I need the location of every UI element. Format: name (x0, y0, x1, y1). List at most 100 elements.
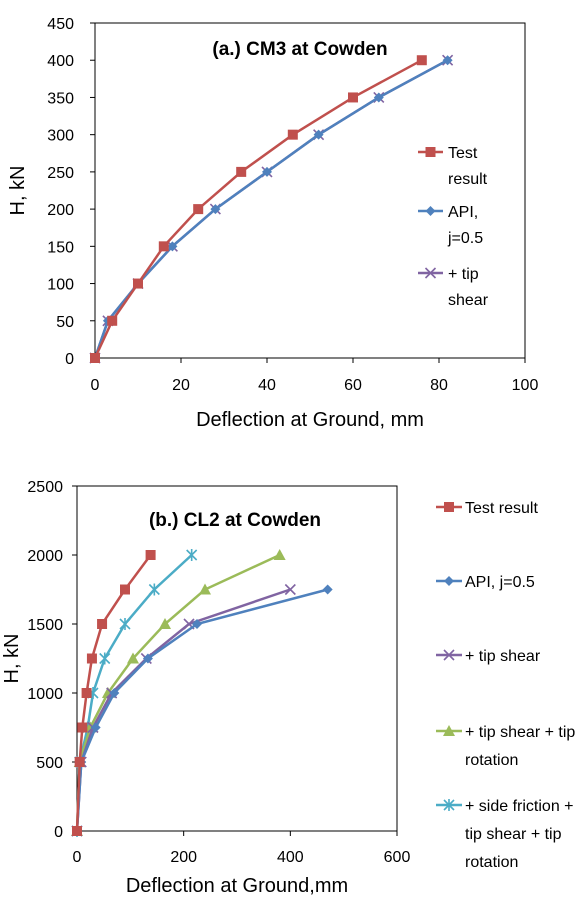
y-tick-label: 0 (65, 351, 74, 368)
series-line-3 (75, 553, 281, 832)
data-point (287, 129, 298, 140)
data-point (373, 92, 384, 103)
x-tick-label: 100 (512, 377, 539, 394)
legend-item: + tip shear (436, 648, 541, 665)
legend-marker (443, 799, 455, 811)
legend-label: j=0.5 (447, 230, 483, 247)
data-point (158, 241, 169, 252)
chart-panel-b: 0 500 1000 1500 2000 2500 0 200 400 600 Deflection… (1, 479, 575, 897)
y-tick-label: 0 (54, 824, 63, 841)
legend-item: Test result (418, 145, 488, 188)
legend-label: shear (448, 292, 489, 309)
chart-title: (b.) CL2 at Cowden (149, 510, 321, 531)
data-point (273, 549, 286, 560)
legend-label: rotation (465, 854, 518, 871)
legend-label: tip shear + tip (465, 826, 562, 843)
y-axis-title: H, kN (7, 166, 29, 216)
data-point (127, 652, 139, 664)
legend: Test result API, j=0.5 + tip shear + tip sh… (436, 500, 575, 871)
data-point (192, 619, 202, 629)
legend-label: + tip shear (465, 648, 541, 665)
legend-label: API, (448, 204, 478, 221)
x-tick-label: 40 (258, 377, 276, 394)
y-tick-label: 150 (47, 239, 74, 256)
plot-area (76, 485, 398, 832)
data-point (416, 55, 427, 66)
legend-label: result (448, 171, 488, 188)
legend-item: Test result (436, 500, 538, 517)
legend-label: + tip (448, 266, 479, 283)
x-tick-label: 20 (172, 377, 190, 394)
chart-panel-a: 0 50 100 150 200 250 300 350 400 450 0 20 40 60 80 100 D… (7, 16, 538, 431)
legend-item: + side friction + tip shear + tip rotation (436, 798, 574, 871)
chart-title: (a.) CM3 at Cowden (212, 39, 387, 60)
y-tick-label: 100 (47, 277, 74, 294)
x-tick-label: 200 (170, 849, 197, 866)
y-tick-label: 400 (47, 53, 74, 70)
data-point (119, 618, 131, 630)
x-tick-label: 600 (384, 849, 411, 866)
data-point (284, 583, 296, 596)
data-point (442, 55, 453, 66)
data-point (348, 92, 358, 103)
legend-marker (443, 649, 455, 661)
x-axis-title: Deflection at Ground, mm (196, 409, 424, 431)
data-point (107, 315, 118, 326)
y-tick-label: 250 (47, 165, 74, 182)
legend-marker (444, 576, 454, 586)
data-point (86, 653, 97, 664)
y-tick-label: 200 (47, 202, 74, 219)
data-point (199, 583, 211, 595)
data-point (262, 166, 272, 177)
y-axis-title: H, kN (1, 634, 23, 684)
x-tick-label: 0 (73, 849, 82, 866)
legend-label: rotation (465, 752, 518, 769)
x-tick-label: 0 (91, 377, 100, 394)
data-point (77, 722, 88, 733)
x-tick-label: 60 (344, 377, 362, 394)
legend-marker (444, 502, 454, 512)
data-point (99, 652, 111, 665)
y-tick-label: 2000 (27, 548, 63, 565)
data-point (97, 619, 108, 629)
data-point (186, 549, 198, 561)
data-point (236, 166, 247, 177)
data-point (90, 722, 101, 733)
data-point (167, 241, 178, 252)
legend-label: Test (448, 145, 478, 162)
data-point (145, 550, 156, 560)
legend-marker (424, 267, 437, 279)
y-tick-label: 1000 (27, 686, 63, 703)
legend-item: API, j=0.5 (418, 204, 483, 247)
legend-item: API, j=0.5 (436, 574, 535, 591)
y-tick-label: 500 (36, 755, 63, 772)
legend-label: + side friction + (465, 798, 574, 815)
data-point (159, 618, 171, 629)
legend-item: + tip shear + tip rotation (436, 724, 575, 769)
data-point (109, 688, 120, 698)
y-tick-label: 1500 (27, 617, 63, 634)
x-axis-title: Deflection at Ground,mm (126, 875, 348, 897)
legend-marker (443, 725, 455, 736)
legend: Test result API, j=0.5 + tip shear (418, 145, 489, 309)
legend-marker (425, 206, 436, 216)
legend-marker (425, 147, 436, 157)
data-point (74, 757, 85, 767)
plot-area (94, 22, 526, 359)
y-tick-label: 300 (47, 128, 74, 145)
data-point (81, 688, 92, 698)
data-point (90, 353, 100, 363)
y-tick-label: 50 (56, 314, 74, 331)
x-tick-label: 80 (430, 377, 448, 394)
data-point (193, 204, 204, 215)
y-tick-label: 350 (47, 90, 74, 107)
legend-label: Test result (465, 500, 538, 517)
series-line-0 (75, 554, 152, 832)
data-point (133, 278, 143, 289)
data-point (72, 826, 82, 836)
legend-item: + tip shear (418, 266, 489, 309)
data-point (210, 204, 221, 215)
data-point (120, 584, 130, 595)
y-tick-label: 2500 (27, 479, 63, 496)
